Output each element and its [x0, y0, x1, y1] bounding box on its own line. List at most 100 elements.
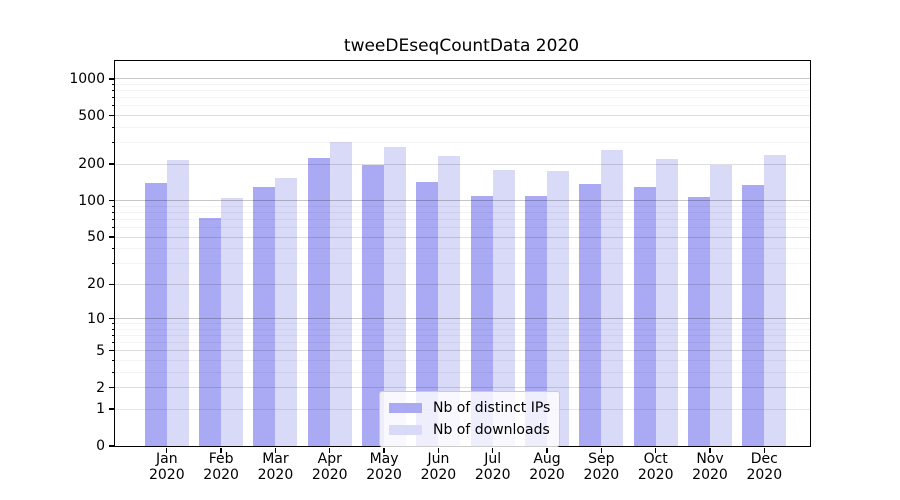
y-axis-minor-tick-mark	[111, 83, 115, 85]
y-axis-minor-tick-mark	[111, 90, 115, 92]
x-tick-label-year: 2020	[311, 466, 348, 483]
y-axis-tick-mark	[109, 408, 114, 410]
x-tick-label-month: May	[369, 451, 399, 467]
x-axis-tick-label: Oct 2020	[624, 451, 688, 483]
x-tick-label-year: 2020	[692, 466, 728, 483]
y-axis-minor-tick-mark	[111, 371, 115, 373]
x-axis-tick-mark	[329, 447, 331, 453]
x-axis-tick-label: Dec 2020	[732, 451, 796, 483]
x-axis-tick-label: Sep 2020	[569, 451, 633, 483]
bar-downloads	[275, 177, 298, 446]
x-axis-tick-mark	[274, 447, 277, 453]
x-axis-tick-mark	[546, 447, 548, 453]
x-tick-label-year: 2020	[420, 466, 457, 483]
legend-label: Nb of distinct IPs	[433, 400, 551, 416]
y-axis-tick-label: 1000	[69, 70, 105, 87]
bar-downloads	[329, 141, 352, 446]
y-axis-tick-label: 200	[78, 156, 105, 173]
bar-distinct-ips	[199, 218, 222, 446]
y-axis-minor-tick-mark	[111, 323, 115, 325]
bar-downloads	[384, 146, 407, 446]
bar-distinct-ips	[470, 196, 493, 446]
y-axis-tick-label: 1	[96, 401, 105, 418]
x-axis-tick-mark	[763, 447, 765, 453]
x-axis-tick-label: May 2020	[352, 451, 416, 483]
bars-layer	[115, 61, 810, 446]
bar-downloads	[655, 159, 678, 446]
x-tick-label-year: 2020	[746, 466, 783, 483]
legend-label: Nb of downloads	[433, 422, 550, 438]
y-axis-minor-tick-mark	[111, 387, 115, 389]
x-axis-tick-label: Jul 2020	[461, 451, 525, 483]
y-axis-minor-tick-mark	[111, 248, 115, 250]
y-axis-minor-tick-mark	[111, 105, 115, 107]
y-axis-minor-tick-mark	[111, 97, 115, 99]
x-axis-tick-mark	[383, 447, 385, 453]
legend-item: Nb of distinct IPs	[389, 399, 550, 417]
y-axis-tick-mark	[109, 317, 114, 320]
bar-distinct-ips	[307, 158, 330, 446]
x-tick-label-month: Sep	[588, 451, 615, 467]
x-axis-tick-label: Apr 2020	[298, 451, 362, 483]
x-tick-label-month: Jul	[484, 451, 502, 467]
y-axis-tick-label: 20	[87, 276, 105, 293]
x-tick-label-year: 2020	[637, 466, 674, 483]
bar-downloads	[710, 164, 732, 446]
y-axis-tick-label: 100	[78, 192, 105, 209]
x-axis-tick-label: Jun 2020	[406, 451, 470, 483]
plot-area: 0 1 2 5 10 20 50 100 200 500 1000 Jan 2020 Feb 2020 Mar…	[69, 60, 811, 482]
y-axis-tick-label: 5	[96, 342, 105, 359]
x-tick-label-year: 2020	[366, 466, 402, 483]
y-axis-minor-tick-mark	[111, 115, 115, 117]
y-axis-minor-tick-mark	[111, 211, 115, 213]
bar-downloads	[547, 170, 570, 446]
chart-title: tweeDEseqCountData 2020	[343, 36, 580, 56]
y-axis-tick-label: 2	[96, 379, 105, 396]
x-tick-label-month: Apr	[317, 451, 342, 467]
y-axis-minor-tick-mark	[111, 218, 115, 220]
y-axis-minor-tick-mark	[111, 334, 115, 336]
y-axis-tick-label: 500	[78, 107, 105, 124]
legend-swatch-distinct-ips	[389, 403, 422, 413]
bar-downloads	[166, 160, 189, 446]
x-tick-label-month: Mar	[262, 451, 289, 467]
y-axis-minor-tick-mark	[111, 227, 115, 229]
bar-distinct-ips	[579, 184, 602, 446]
bar-distinct-ips	[362, 165, 385, 446]
x-tick-label-month: Aug	[533, 451, 561, 467]
x-tick-label-month: Dec	[750, 451, 778, 467]
x-axis-tick-mark	[709, 447, 711, 453]
bar-downloads	[221, 198, 244, 446]
x-axis-tick-mark	[166, 447, 168, 453]
y-axis-minor-tick-mark	[111, 236, 115, 238]
y-axis-minor-tick-mark	[111, 205, 115, 207]
y-axis-tick-label: 50	[87, 229, 105, 246]
y-axis-minor-tick-mark	[111, 142, 115, 144]
bar-downloads	[764, 154, 787, 446]
y-axis-minor-tick-mark	[111, 359, 115, 361]
legend-item: Nb of downloads	[389, 421, 550, 439]
x-axis-tick-label: Mar 2020	[243, 451, 307, 483]
y-axis-tick-mark	[109, 78, 114, 80]
x-tick-label-month: Oct	[643, 451, 668, 467]
y-axis-tick-label: 10	[87, 310, 105, 327]
y-axis-minor-tick-mark	[111, 283, 115, 285]
bar-distinct-ips	[253, 186, 276, 446]
x-axis-tick-label: Jan 2020	[135, 451, 199, 483]
y-axis-tick-mark	[109, 445, 114, 447]
x-axis-tick-mark	[220, 447, 222, 453]
bar-downloads	[438, 155, 461, 446]
x-axis-tick-mark	[654, 447, 657, 453]
legend-box: Nb of distinct IPs Nb of downloads	[379, 391, 561, 447]
y-axis-minor-tick-mark	[111, 163, 115, 165]
y-axis-minor-tick-mark	[111, 126, 115, 128]
bar-distinct-ips	[416, 181, 439, 446]
x-tick-label-year: 2020	[529, 466, 565, 483]
x-axis-tick-mark	[492, 447, 494, 453]
x-axis-tick-mark	[600, 447, 603, 453]
y-axis-minor-tick-mark	[111, 350, 115, 352]
x-tick-label-year: 2020	[203, 466, 239, 483]
bar-distinct-ips	[688, 197, 710, 446]
bar-distinct-ips	[633, 186, 656, 446]
